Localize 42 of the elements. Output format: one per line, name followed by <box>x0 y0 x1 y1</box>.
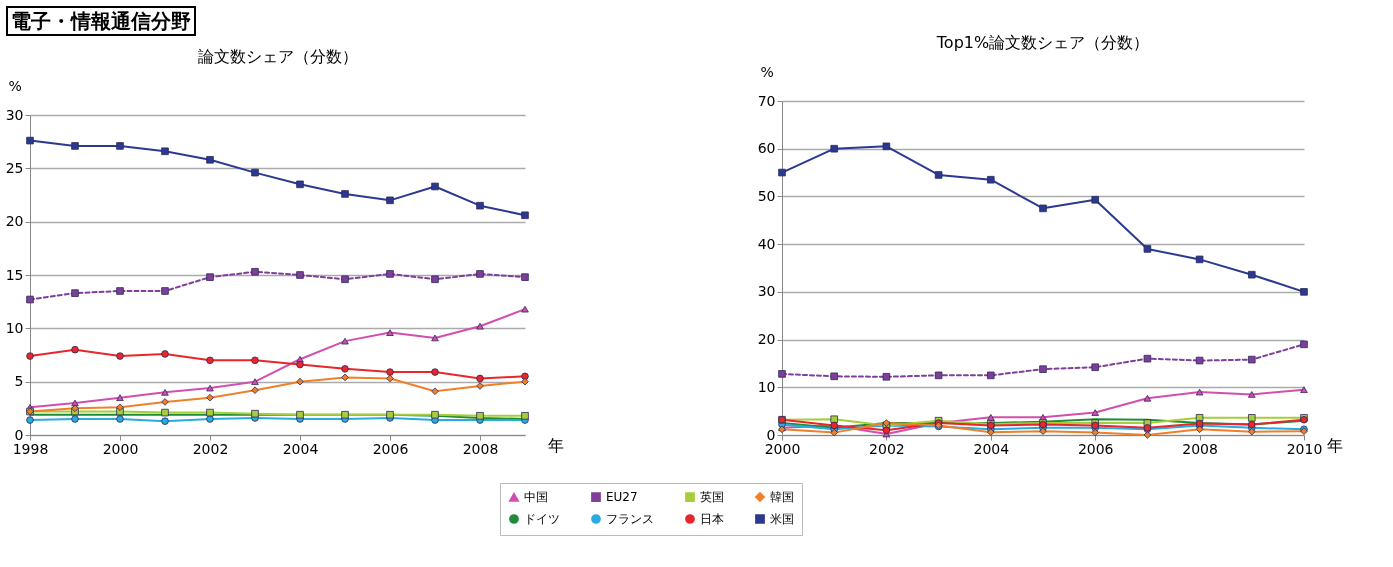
x-tick-label: 2000 <box>102 440 139 457</box>
x-tick-label: 2000 <box>764 440 801 457</box>
x-tick-label: 2008 <box>462 440 499 457</box>
x-tick-label: 2010 <box>1286 440 1323 457</box>
x-tick-label: 1998 <box>12 440 49 457</box>
y-axis-title: % <box>8 77 22 94</box>
chart-title: 論文数シェア（分数） <box>197 47 358 66</box>
legend-label: 英国 <box>700 490 724 505</box>
y-axis-title: % <box>760 63 774 80</box>
y-tick-label: 15 <box>5 266 24 283</box>
y-tick-label: 10 <box>5 319 24 336</box>
y-tick-label: 70 <box>757 92 776 109</box>
legend-label: 日本 <box>700 512 724 526</box>
legend-label: 韓国 <box>770 490 794 505</box>
x-tick-label: 2002 <box>192 440 229 457</box>
x-tick-label: 2004 <box>282 440 319 457</box>
legend-label: ドイツ <box>524 512 560 526</box>
y-tick-label: 50 <box>757 187 776 204</box>
legend-label: EU27 <box>606 490 638 505</box>
y-tick-label: 25 <box>5 159 24 176</box>
y-tick-label: 30 <box>5 106 24 123</box>
legend-label: 米国 <box>770 512 794 526</box>
y-tick-label: 60 <box>757 140 776 157</box>
y-tick-label: 20 <box>757 331 776 348</box>
x-axis-title: 年 <box>547 435 564 455</box>
x-tick-label: 2002 <box>869 440 905 457</box>
y-tick-label: 30 <box>757 283 776 300</box>
legend-label: 中国 <box>524 490 548 505</box>
y-tick-label: 10 <box>757 378 776 395</box>
y-tick-label: 5 <box>14 373 24 390</box>
x-tick-label: 2006 <box>372 440 409 457</box>
y-tick-label: 20 <box>5 213 24 230</box>
y-tick-label: 0 <box>766 426 776 443</box>
y-tick-label: 0 <box>14 426 24 443</box>
chart-title: Top1%論文数シェア（分数） <box>935 33 1150 52</box>
text: 電子・情報通信分野 <box>6 6 196 36</box>
x-tick-label: 2008 <box>1182 440 1218 457</box>
x-tick-label: 2006 <box>1077 440 1114 457</box>
legend-label: フランス <box>606 512 654 526</box>
x-tick-label: 2004 <box>973 440 1010 457</box>
x-axis-title: 年 <box>1326 435 1343 455</box>
y-tick-label: 40 <box>757 235 776 252</box>
